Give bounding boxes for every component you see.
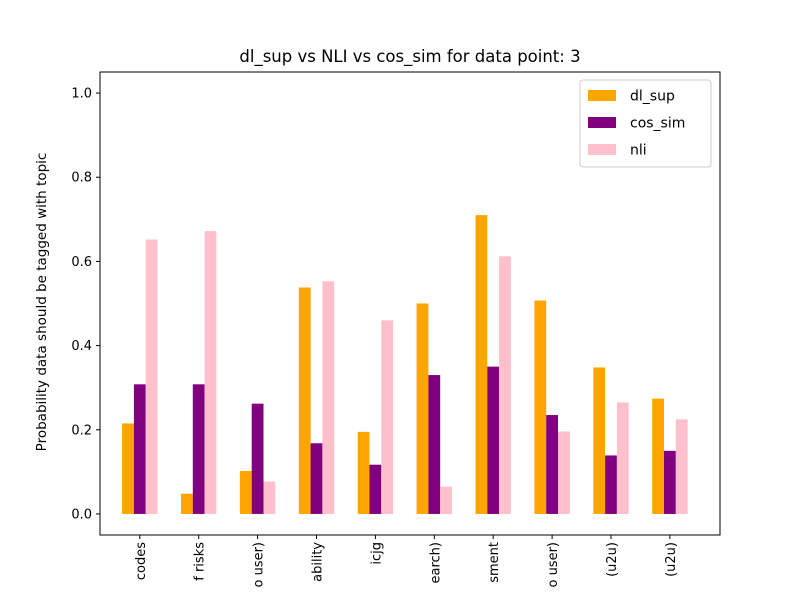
x-tick-label: (u2u): [664, 542, 679, 577]
bar-cos-sim-4: [369, 464, 382, 514]
bar-nli-7: [558, 431, 570, 514]
bar-dl-sup-7: [534, 300, 547, 514]
bar-cos-sim-5: [428, 375, 441, 514]
legend-label-nli: nli: [630, 143, 647, 159]
y-tick-label: 0.0: [71, 507, 92, 522]
axes-layer: 0.0 0.2 0.4 0.6 0.8 1.0 codes f risks o user) abi…: [71, 71, 721, 588]
legend-label-dl-sup: dl_sup: [630, 89, 675, 105]
y-axis-label: Probability data should be tagged with t…: [34, 153, 50, 452]
bar-cos-sim-0: [133, 384, 146, 514]
y-tick-label: 0.4: [71, 339, 92, 354]
y-tick-label: 0.2: [71, 423, 92, 438]
bar-dl-sup-6: [475, 215, 488, 514]
y-tick-label: 1.0: [71, 87, 92, 102]
bar-cos-sim-3: [310, 443, 323, 514]
bar-cos-sim-1: [192, 384, 205, 514]
bar-dl-sup-2: [239, 471, 252, 514]
x-tick-label: f risks: [193, 542, 208, 581]
x-tick-label: o user): [252, 542, 267, 588]
bar-nli-4: [381, 320, 394, 514]
bar-cos-sim-9: [664, 450, 676, 514]
bar-nli-1: [204, 231, 217, 514]
x-tick-label: (u2u): [605, 542, 620, 577]
bar-dl-sup-3: [298, 287, 311, 514]
y-tick-label: 0.6: [71, 255, 92, 270]
bar-dl-sup-1: [181, 493, 193, 514]
bar-cos-sim-7: [546, 415, 558, 514]
x-tick-label: o user): [546, 542, 561, 588]
x-tick-label: sment: [487, 542, 502, 583]
x-tick-label: codes: [134, 542, 149, 580]
x-tick-label: ability: [311, 542, 326, 582]
bar-nli-0: [145, 239, 158, 514]
bar-nli-8: [616, 402, 629, 514]
x-tick-label: icjg: [369, 542, 384, 565]
bar-dl-sup-9: [652, 398, 664, 514]
bars-layer: [122, 215, 688, 514]
bar-dl-sup-8: [593, 367, 606, 514]
bar-cos-sim-2: [251, 403, 264, 514]
bar-nli-5: [440, 486, 452, 514]
legend-swatch-cos-sim: [588, 117, 616, 128]
x-tick-label: earch): [428, 542, 443, 583]
bar-nli-6: [499, 256, 511, 514]
plot-frame: [99, 71, 721, 536]
bar-dl-sup-0: [122, 423, 134, 514]
bar-cos-sim-6: [487, 366, 500, 514]
bar-cos-sim-8: [605, 455, 617, 514]
bar-dl-sup-5: [416, 303, 429, 514]
chart-title: dl_sup vs NLI vs cos_sim for data point:…: [239, 47, 580, 67]
bar-nli-2: [263, 481, 276, 514]
bar-dl-sup-4: [357, 431, 370, 514]
legend-swatch-dl-sup: [588, 90, 616, 101]
legend-swatch-nli: [588, 144, 616, 155]
bar-nli-3: [322, 281, 335, 514]
legend-label-cos-sim: cos_sim: [630, 116, 685, 132]
y-tick-label: 0.8: [71, 171, 92, 186]
bar-nli-9: [675, 419, 688, 514]
